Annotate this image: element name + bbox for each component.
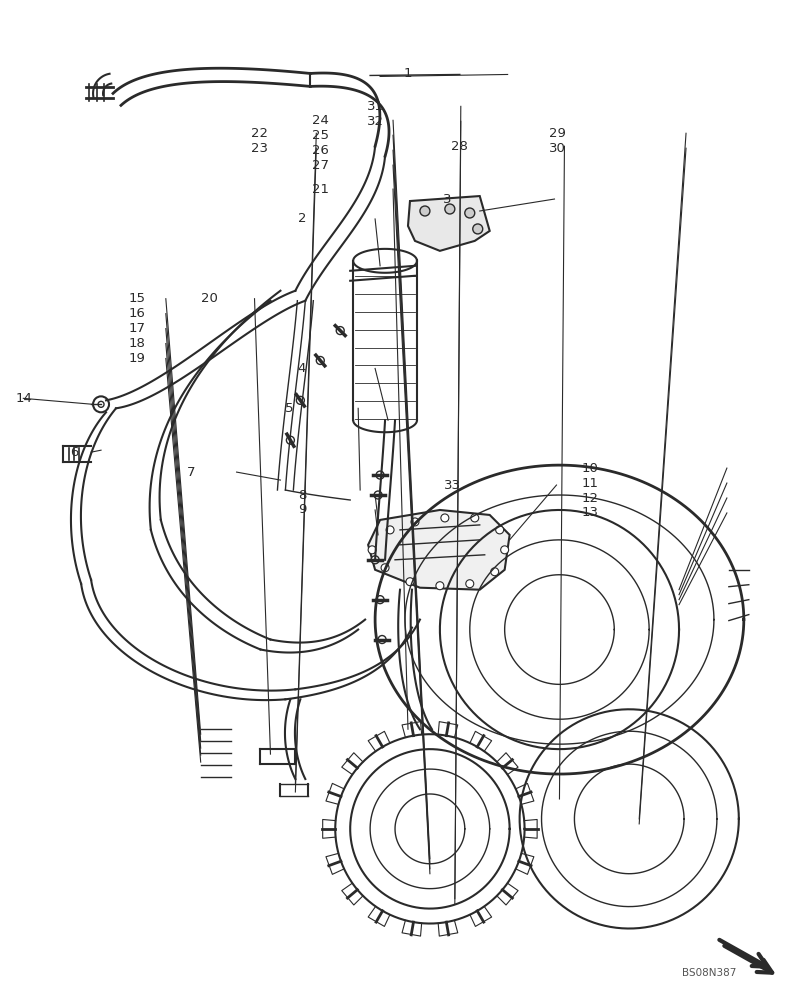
Text: 30: 30 bbox=[549, 142, 566, 155]
Text: 9: 9 bbox=[297, 503, 306, 516]
Text: 22: 22 bbox=[251, 127, 268, 140]
Text: 14: 14 bbox=[16, 392, 33, 405]
Text: 12: 12 bbox=[581, 492, 598, 505]
Text: 10: 10 bbox=[581, 462, 598, 475]
Circle shape bbox=[297, 396, 305, 404]
Text: 18: 18 bbox=[128, 337, 145, 350]
Text: 25: 25 bbox=[312, 129, 329, 142]
Text: 21: 21 bbox=[312, 183, 329, 196]
Text: 3: 3 bbox=[443, 193, 451, 206]
Circle shape bbox=[473, 224, 482, 234]
Text: 23: 23 bbox=[251, 142, 268, 155]
Circle shape bbox=[376, 471, 384, 479]
Text: 5: 5 bbox=[285, 402, 293, 415]
Circle shape bbox=[93, 396, 109, 412]
Text: 16: 16 bbox=[128, 307, 145, 320]
Circle shape bbox=[445, 204, 455, 214]
Circle shape bbox=[441, 514, 449, 522]
Circle shape bbox=[336, 327, 344, 335]
Circle shape bbox=[286, 436, 294, 444]
Text: 24: 24 bbox=[312, 114, 329, 127]
Text: 6: 6 bbox=[69, 446, 78, 459]
Circle shape bbox=[381, 564, 389, 572]
Circle shape bbox=[378, 636, 386, 644]
Text: 4: 4 bbox=[297, 362, 306, 375]
Text: 28: 28 bbox=[451, 140, 468, 153]
Polygon shape bbox=[368, 510, 510, 590]
Text: 8: 8 bbox=[297, 489, 306, 502]
Text: BS08N387: BS08N387 bbox=[682, 968, 736, 978]
Circle shape bbox=[465, 580, 473, 588]
Circle shape bbox=[411, 518, 419, 526]
Text: 2: 2 bbox=[297, 212, 306, 225]
Text: 7: 7 bbox=[187, 466, 195, 479]
Text: 11: 11 bbox=[581, 477, 598, 490]
Text: 13: 13 bbox=[581, 506, 598, 519]
Text: 27: 27 bbox=[312, 159, 329, 172]
Text: 32: 32 bbox=[367, 115, 384, 128]
Circle shape bbox=[98, 401, 104, 407]
Circle shape bbox=[376, 596, 384, 604]
Circle shape bbox=[386, 526, 394, 534]
Text: 33: 33 bbox=[444, 479, 461, 492]
Circle shape bbox=[471, 514, 479, 522]
Circle shape bbox=[406, 578, 414, 586]
Circle shape bbox=[501, 546, 509, 554]
Polygon shape bbox=[408, 196, 490, 251]
Text: 26: 26 bbox=[312, 144, 329, 157]
Text: 31: 31 bbox=[367, 100, 384, 113]
Circle shape bbox=[436, 582, 444, 590]
Circle shape bbox=[465, 208, 475, 218]
Text: 1: 1 bbox=[404, 67, 413, 80]
Circle shape bbox=[371, 556, 379, 564]
Circle shape bbox=[495, 526, 503, 534]
Text: 29: 29 bbox=[549, 127, 566, 140]
Circle shape bbox=[420, 206, 430, 216]
Text: 20: 20 bbox=[201, 292, 218, 305]
Circle shape bbox=[490, 568, 499, 576]
Circle shape bbox=[368, 546, 376, 554]
Text: 17: 17 bbox=[128, 322, 145, 335]
Circle shape bbox=[374, 491, 382, 499]
Text: 19: 19 bbox=[128, 352, 145, 365]
Text: 15: 15 bbox=[128, 292, 145, 305]
Circle shape bbox=[316, 356, 324, 364]
